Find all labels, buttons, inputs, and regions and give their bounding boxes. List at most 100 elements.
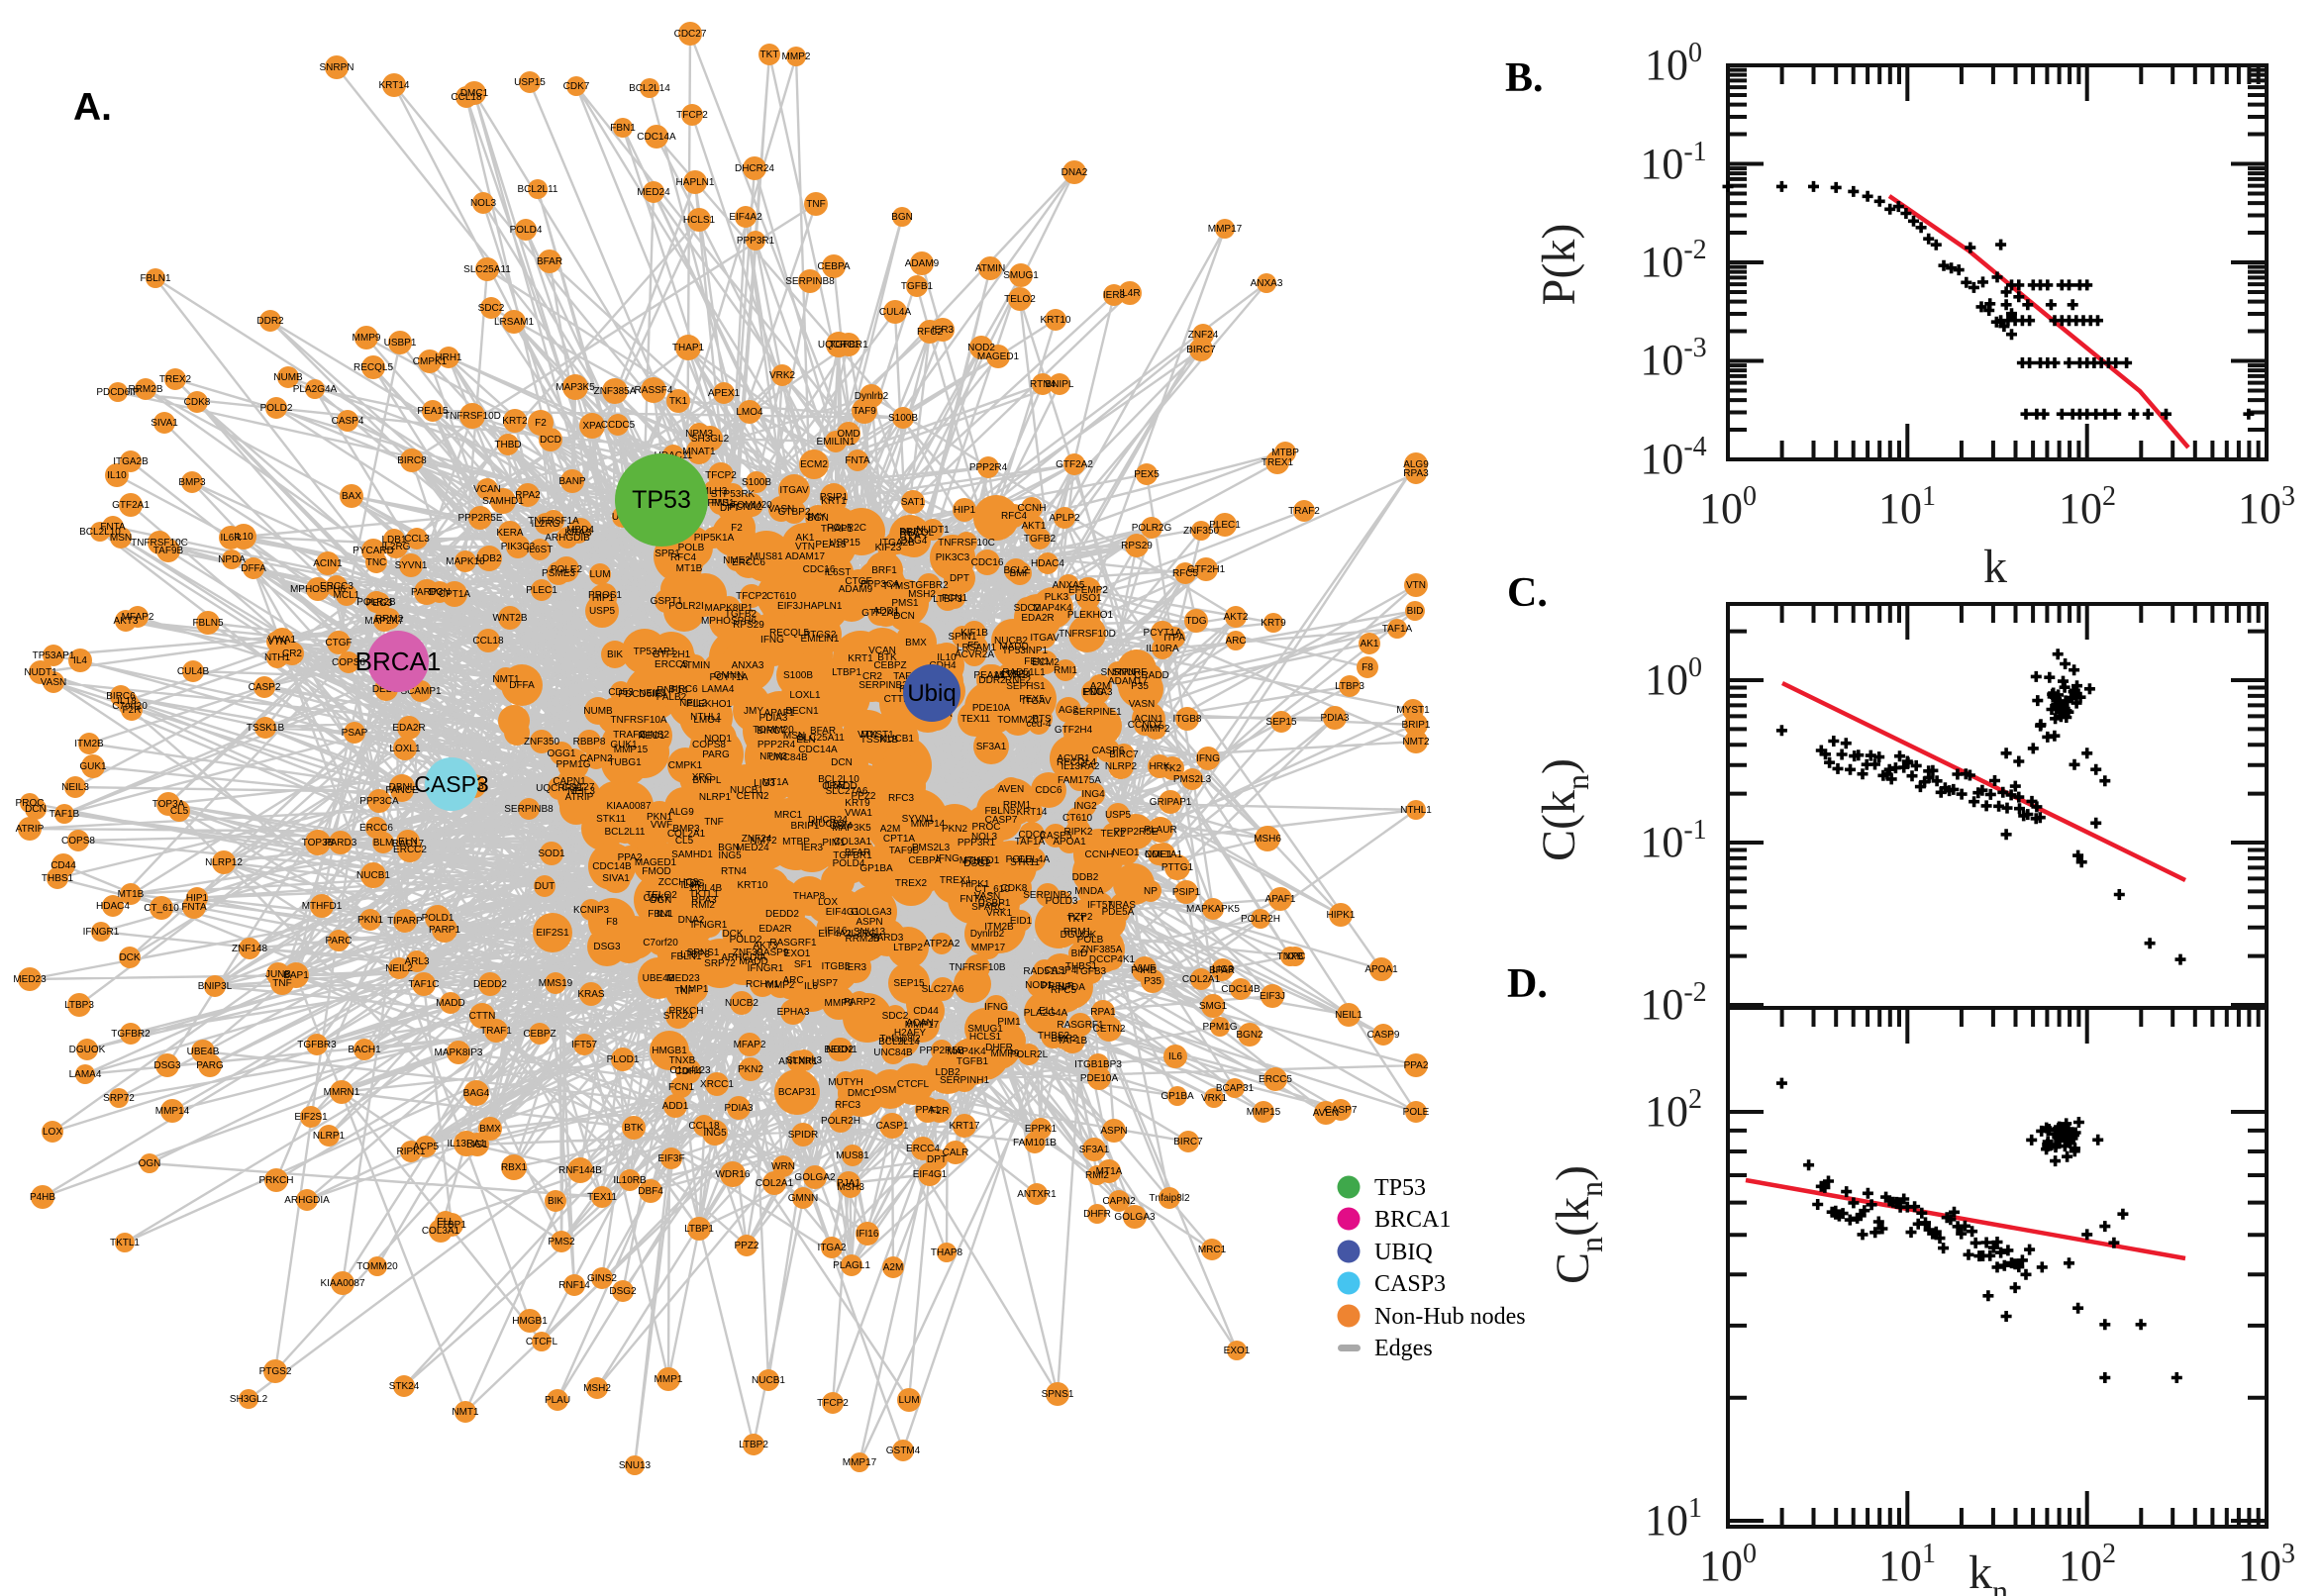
svg-text:TIPARP: TIPARP — [387, 916, 423, 927]
svg-text:NPDA: NPDA — [1058, 982, 1085, 993]
svg-text:EFEMP2: EFEMP2 — [1068, 585, 1108, 596]
svg-text:MTBP: MTBP — [1271, 448, 1299, 458]
svg-text:PRKCH: PRKCH — [258, 1175, 293, 1186]
svg-text:BCAP31: BCAP31 — [778, 1087, 817, 1098]
svg-text:BRCA1: BRCA1 — [1374, 1207, 1451, 1233]
svg-text:MAP4K4: MAP4K4 — [947, 1047, 986, 1057]
svg-text:NPM3: NPM3 — [759, 751, 787, 762]
svg-text:BRF1: BRF1 — [871, 565, 897, 576]
svg-text:PZP2: PZP2 — [1067, 912, 1092, 923]
svg-text:S100B: S100B — [742, 477, 771, 488]
svg-text:POLR2I: POLR2I — [668, 601, 704, 612]
svg-text:LOX: LOX — [818, 897, 838, 908]
svg-text:NP: NP — [1144, 886, 1158, 897]
svg-text:NLRP2: NLRP2 — [1105, 761, 1138, 772]
svg-text:BTK: BTK — [877, 652, 897, 663]
svg-text:MAGED1: MAGED1 — [977, 351, 1020, 362]
svg-text:103: 103 — [2238, 1539, 2295, 1590]
svg-text:RPA3: RPA3 — [1403, 468, 1429, 479]
svg-text:CUL4B: CUL4B — [690, 883, 723, 894]
svg-text:NMT2: NMT2 — [750, 836, 777, 847]
svg-text:FNTA: FNTA — [845, 455, 870, 466]
svg-text:NMT2: NMT2 — [1402, 737, 1430, 748]
svg-text:FBLN1: FBLN1 — [140, 273, 171, 284]
svg-text:IFI16: IFI16 — [857, 1229, 879, 1240]
svg-text:GTF2H1: GTF2H1 — [1187, 564, 1226, 575]
svg-text:ITGB1BP3: ITGB1BP3 — [1074, 1059, 1122, 1070]
svg-text:ATMIN: ATMIN — [680, 660, 710, 671]
svg-text:RCHY1: RCHY1 — [746, 979, 779, 990]
svg-text:ZNF24: ZNF24 — [742, 834, 772, 845]
svg-text:CDC27: CDC27 — [674, 29, 707, 40]
svg-text:RFC3: RFC3 — [888, 793, 915, 804]
svg-text:GP1BA: GP1BA — [1161, 1091, 1194, 1102]
svg-text:TREX1: TREX1 — [1262, 457, 1294, 468]
svg-text:CT610: CT610 — [1062, 813, 1092, 824]
svg-text:ING5: ING5 — [703, 1128, 727, 1139]
svg-text:CASP4: CASP4 — [1045, 965, 1077, 976]
svg-text:CDC16: CDC16 — [971, 557, 1004, 568]
svg-text:AK1: AK1 — [1361, 639, 1379, 649]
svg-text:TAF1B: TAF1B — [1058, 1036, 1088, 1047]
svg-text:KRT2: KRT2 — [502, 416, 528, 427]
svg-text:BMP3: BMP3 — [178, 477, 206, 488]
svg-text:PLEKHO1: PLEKHO1 — [686, 699, 733, 710]
svg-text:CTTN: CTTN — [884, 694, 911, 705]
svg-text:BCL2L14: BCL2L14 — [878, 1037, 920, 1047]
svg-text:F2: F2 — [535, 418, 547, 429]
svg-text:SAT1: SAT1 — [901, 497, 926, 508]
svg-text:C.: C. — [1507, 570, 1548, 616]
svg-text:HAPLN1: HAPLN1 — [804, 601, 843, 612]
svg-text:PEX5: PEX5 — [1134, 469, 1160, 480]
svg-text:OSM: OSM — [830, 821, 853, 832]
svg-text:POLB: POLB — [678, 543, 705, 553]
svg-text:KIAA0087: KIAA0087 — [606, 801, 651, 812]
svg-text:SERPINB2: SERPINB2 — [1023, 890, 1072, 901]
svg-text:CAPN1: CAPN1 — [553, 776, 586, 787]
svg-text:PARP2: PARP2 — [844, 997, 875, 1008]
svg-text:RASGRF1: RASGRF1 — [1057, 1020, 1104, 1031]
svg-text:EXO1: EXO1 — [1224, 1346, 1251, 1356]
svg-text:IL2RG: IL2RG — [849, 929, 877, 940]
svg-text:EMILIN1: EMILIN1 — [801, 634, 840, 645]
svg-text:SMG1: SMG1 — [1199, 1001, 1228, 1012]
svg-text:PCYT1A: PCYT1A — [710, 672, 749, 683]
svg-text:NUMB: NUMB — [583, 706, 613, 717]
svg-text:CASP9: CASP9 — [1367, 1030, 1400, 1041]
svg-text:BMX: BMX — [905, 638, 927, 648]
svg-text:SH3GL2: SH3GL2 — [691, 434, 730, 445]
svg-text:PPA2: PPA2 — [1404, 1060, 1429, 1071]
svg-text:PCYT1A: PCYT1A — [1144, 628, 1182, 639]
svg-text:STK11: STK11 — [596, 814, 626, 825]
svg-text:DFFA: DFFA — [241, 563, 266, 574]
svg-text:LOX: LOX — [43, 1127, 62, 1138]
svg-text:SF3A1: SF3A1 — [976, 742, 1007, 752]
svg-text:TOMM20: TOMM20 — [753, 725, 794, 736]
svg-text:TNFRSF10C: TNFRSF10C — [131, 538, 188, 549]
svg-text:PEA15: PEA15 — [417, 406, 449, 417]
svg-text:BMP2: BMP2 — [1051, 1034, 1078, 1045]
svg-text:NLRP12: NLRP12 — [205, 857, 243, 868]
svg-text:PPP3CA: PPP3CA — [860, 579, 900, 590]
svg-text:MBD4: MBD4 — [566, 525, 594, 536]
svg-text:TFCP2: TFCP2 — [676, 110, 708, 121]
svg-text:MCL1: MCL1 — [334, 590, 360, 601]
svg-text:IFNG: IFNG — [1196, 753, 1220, 764]
svg-text:A2M: A2M — [883, 1262, 904, 1273]
svg-text:IL10RA: IL10RA — [1146, 644, 1179, 654]
svg-text:LUM: LUM — [898, 1395, 919, 1406]
svg-text:CL5: CL5 — [170, 806, 189, 817]
svg-text:RPS29: RPS29 — [1121, 541, 1153, 551]
svg-text:KRT14: KRT14 — [1017, 807, 1048, 818]
svg-text:XPC: XPC — [692, 772, 713, 783]
svg-text:TNXB: TNXB — [1277, 951, 1304, 962]
svg-text:ANTXR1: ANTXR1 — [1017, 1189, 1057, 1200]
svg-text:BLM: BLM — [373, 838, 394, 848]
svg-text:USP5: USP5 — [1105, 810, 1132, 821]
svg-text:BECN1: BECN1 — [824, 1045, 858, 1055]
svg-text:RIPK1: RIPK1 — [397, 1147, 426, 1157]
svg-text:IL6: IL6 — [804, 981, 818, 992]
svg-text:ATMIN: ATMIN — [975, 263, 1005, 274]
svg-text:PIK3C3: PIK3C3 — [501, 542, 536, 552]
svg-text:LDB1: LDB1 — [381, 535, 406, 546]
